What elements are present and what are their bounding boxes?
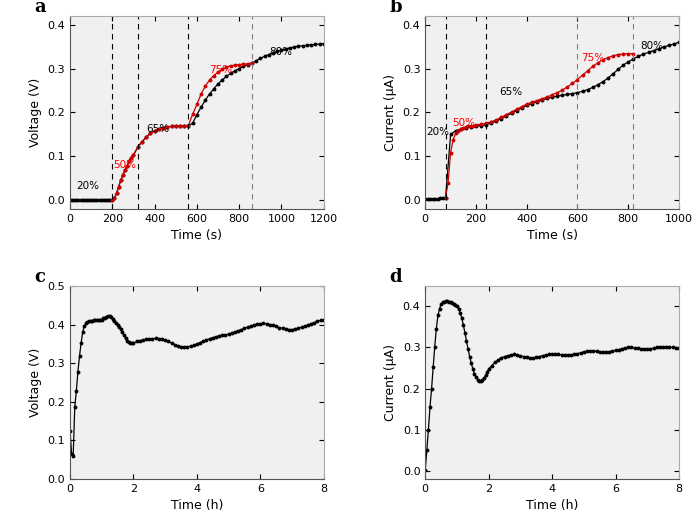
Text: 50%: 50%: [453, 119, 476, 128]
Text: 75%: 75%: [209, 65, 232, 75]
Text: 75%: 75%: [581, 53, 604, 63]
Text: 80%: 80%: [269, 47, 292, 57]
Text: 65%: 65%: [499, 87, 522, 97]
X-axis label: Time (s): Time (s): [172, 229, 223, 242]
Text: d: d: [390, 268, 402, 286]
Text: 50%: 50%: [113, 161, 136, 170]
X-axis label: Time (h): Time (h): [526, 499, 578, 512]
Y-axis label: Current (μA): Current (μA): [384, 74, 397, 151]
Text: a: a: [34, 0, 46, 16]
Text: b: b: [390, 0, 402, 16]
Text: 20%: 20%: [426, 127, 449, 137]
Y-axis label: Voltage (V): Voltage (V): [29, 348, 42, 417]
Y-axis label: Voltage (V): Voltage (V): [29, 78, 42, 147]
Text: c: c: [34, 268, 46, 286]
Y-axis label: Current (μA): Current (μA): [384, 344, 397, 421]
Text: 80%: 80%: [640, 41, 664, 51]
Text: 20%: 20%: [76, 181, 99, 191]
X-axis label: Time (s): Time (s): [526, 229, 578, 242]
X-axis label: Time (h): Time (h): [171, 499, 223, 512]
Text: 65%: 65%: [146, 124, 169, 134]
